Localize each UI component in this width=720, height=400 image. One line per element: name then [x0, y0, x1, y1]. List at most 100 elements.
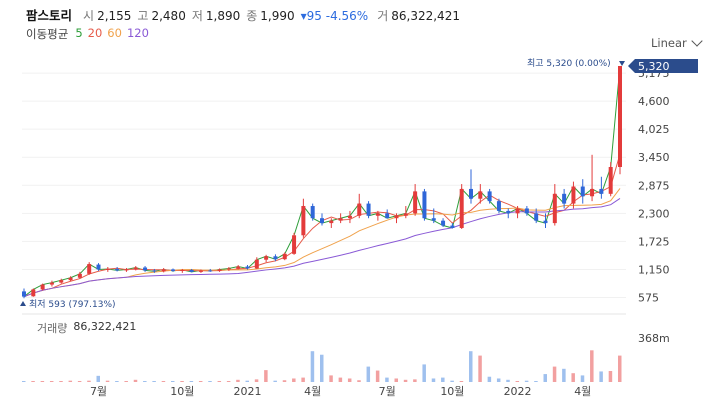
volume-bar: [338, 377, 343, 382]
volume-bar: [40, 381, 45, 382]
candle-body: [301, 206, 306, 236]
price-tick-label: 4,025: [638, 123, 670, 136]
volume-bar: [608, 371, 613, 382]
candle-body: [506, 210, 511, 214]
low-price: 1,890: [205, 9, 241, 23]
candle-body: [143, 267, 148, 271]
volume-bar: [105, 380, 110, 382]
quote-bar: 팜스토리 시 2,155 고 2,480 저 1,890 종 1,990 ▾95…: [26, 5, 466, 23]
volume-bar: [217, 381, 222, 382]
candles: [22, 66, 622, 299]
volume-panel-value: 86,322,421: [73, 320, 137, 333]
volume-bar: [394, 378, 398, 382]
candle-body: [478, 191, 483, 199]
candle-body: [180, 269, 185, 271]
candle-body: [357, 203, 362, 216]
ma-60-label[interactable]: 60: [107, 26, 122, 40]
volume-bar: [273, 380, 277, 382]
candle-body: [618, 66, 622, 167]
candle-body: [580, 186, 585, 197]
candle-body: [254, 259, 259, 269]
volume-bar: [96, 375, 100, 382]
candle-body: [366, 203, 371, 216]
candle-body: [403, 213, 408, 216]
candle-body: [422, 191, 427, 219]
volume-bar: [143, 381, 147, 382]
ma-120-label[interactable]: 120: [126, 26, 149, 40]
volume-bar: [385, 377, 389, 382]
candle-body: [87, 264, 92, 274]
volume-bar: [264, 370, 268, 382]
volume-bar: [171, 381, 175, 382]
high-price: 2,480: [151, 9, 186, 23]
candle-body: [450, 225, 455, 228]
volume-bar: [524, 380, 529, 382]
volume-bar: [236, 379, 240, 382]
volume-bar: [329, 375, 333, 382]
volume-bar: [133, 379, 138, 382]
volume-bar: [292, 378, 296, 382]
volume-bar: [375, 370, 380, 382]
volume-bar: [49, 381, 54, 382]
close-price: 1,990: [260, 9, 295, 23]
time-tick-label: 7월: [379, 385, 396, 398]
price-tick-label: 2,300: [638, 207, 670, 220]
volume-bar: [422, 364, 426, 382]
candle-body: [524, 208, 529, 214]
candle-body: [105, 268, 110, 270]
volume-bar: [115, 381, 119, 382]
high-label: 고: [137, 9, 149, 23]
volume-bar: [152, 381, 156, 382]
candle-body: [40, 284, 45, 290]
candle-body: [217, 269, 222, 271]
volume-bar: [208, 381, 212, 382]
volume-bar: [68, 380, 73, 382]
volume-bar: [254, 379, 259, 382]
moving-average-lines: [23, 65, 621, 298]
volume-bar: [543, 374, 547, 382]
candle-body: [236, 266, 241, 269]
volume-bar: [198, 381, 203, 382]
volume-bar: [431, 378, 436, 382]
volume-bar: [469, 351, 473, 382]
time-tick-label: 10월: [170, 385, 194, 398]
volume-panel-label: 거래량: [37, 322, 68, 335]
volume-bar: [22, 381, 26, 382]
volume-panel-title: 거래량 86,322,421: [37, 320, 136, 336]
ma-60-line: [23, 188, 621, 298]
high-note: 최고 5,320 (0.00%): [527, 58, 611, 69]
low-label: 저: [191, 9, 203, 23]
close-label: 종: [246, 9, 258, 23]
candle-body: [77, 273, 82, 278]
ma-20-label[interactable]: 20: [87, 26, 103, 40]
scale-mode-dropdown[interactable]: Linear: [651, 35, 703, 50]
scale-mode-label: Linear: [651, 36, 687, 50]
candle-body: [124, 269, 129, 271]
volume-bar: [534, 381, 538, 382]
candle-body: [264, 256, 269, 260]
volume-bar: [366, 366, 371, 382]
candle-body: [413, 191, 418, 214]
ma-5-label[interactable]: 5: [75, 26, 83, 40]
volume-bar: [357, 380, 361, 382]
candle-body: [320, 218, 324, 224]
low-note: 최저 593 (797.13%): [29, 299, 116, 310]
time-tick-label: 2021: [234, 385, 262, 398]
volume-bar: [301, 377, 305, 382]
volume-bar: [599, 371, 603, 382]
price-change: ▾95 -4.56%: [300, 9, 369, 23]
volume-bar: [180, 381, 184, 382]
volume-bar: [413, 379, 417, 382]
volume-bar: [487, 376, 492, 382]
time-tick-label: 7월: [90, 385, 107, 398]
candle-body: [152, 270, 157, 272]
price-tick-label: 4,600: [638, 95, 670, 108]
candle-body: [310, 206, 315, 219]
volume-bar: [506, 379, 510, 382]
candle-body: [31, 289, 36, 297]
candle-body: [329, 220, 334, 224]
volume-bar: [618, 355, 622, 382]
ma-5-line: [23, 65, 621, 298]
open-label: 시: [83, 9, 95, 23]
